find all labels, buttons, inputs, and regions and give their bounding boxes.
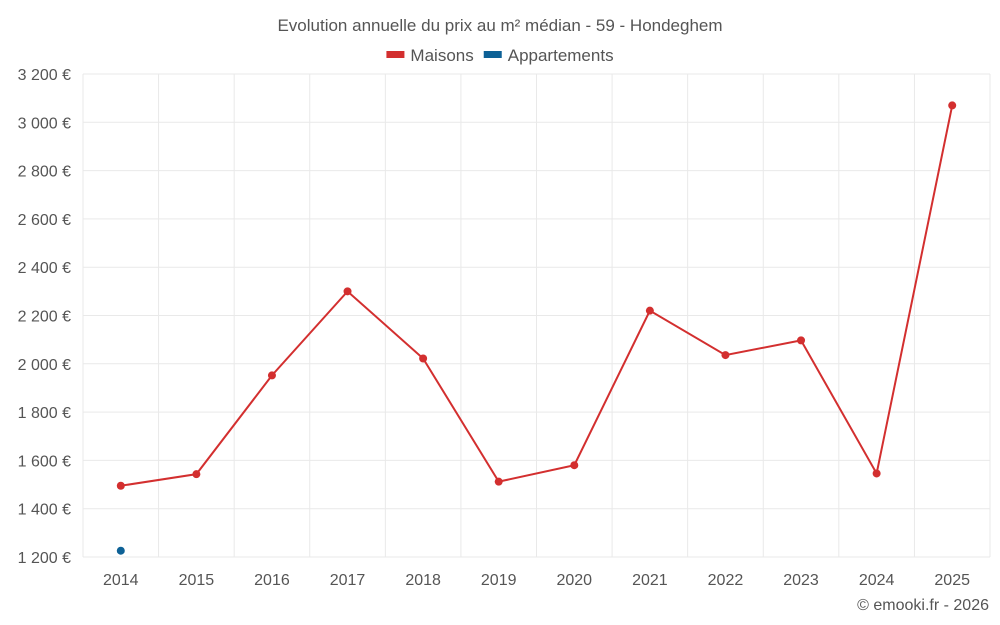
x-tick-label: 2019 <box>481 572 517 589</box>
data-point <box>116 481 125 490</box>
series-maisons <box>116 101 957 490</box>
y-tick-label: 1 400 € <box>18 502 71 519</box>
legend-label: Maisons <box>410 46 473 65</box>
x-tick-label: 2025 <box>934 572 970 589</box>
chart-title: Evolution annuelle du prix au m² médian … <box>277 16 722 35</box>
legend-swatch <box>386 51 405 58</box>
data-point <box>948 101 957 110</box>
data-point <box>192 470 201 479</box>
x-tick-label: 2016 <box>254 572 290 589</box>
credit-text: © emooki.fr - 2026 <box>857 597 989 614</box>
series-layer <box>116 101 957 555</box>
legend: Maisons Appartements <box>386 46 614 65</box>
y-tick-label: 2 200 € <box>18 309 71 326</box>
y-tick-label: 3 000 € <box>18 115 71 132</box>
data-point <box>797 336 806 345</box>
x-tick-label: 2022 <box>708 572 744 589</box>
y-tick-label: 1 200 € <box>18 550 71 567</box>
grid <box>82 73 991 558</box>
data-point <box>419 354 428 363</box>
data-point <box>343 287 352 296</box>
data-point <box>116 546 125 555</box>
y-tick-label: 1 800 € <box>18 405 71 422</box>
x-tick-label: 2020 <box>556 572 592 589</box>
y-tick-label: 3 200 € <box>18 67 71 84</box>
series-appartements <box>116 546 125 555</box>
x-tick-label: 2023 <box>783 572 819 589</box>
x-tick-label: 2024 <box>859 572 895 589</box>
data-point <box>645 306 654 315</box>
legend-label: Appartements <box>508 46 614 65</box>
y-tick-label: 1 600 € <box>18 453 71 470</box>
y-tick-label: 2 600 € <box>18 212 71 229</box>
y-tick-label: 2 800 € <box>18 164 71 181</box>
data-point <box>494 477 503 486</box>
data-point <box>721 351 730 360</box>
x-tick-label: 2015 <box>179 572 215 589</box>
data-point <box>872 469 881 478</box>
x-tick-label: 2017 <box>330 572 366 589</box>
x-tick-label: 2014 <box>103 572 139 589</box>
legend-swatch <box>483 51 502 58</box>
series-line <box>120 105 954 487</box>
data-point <box>570 461 579 470</box>
x-tick-label: 2018 <box>405 572 441 589</box>
x-axis: 2014 2015 2016 2017 2018 2019 2020 2021 2022 2023… <box>103 572 970 589</box>
x-tick-label: 2021 <box>632 572 668 589</box>
y-tick-label: 2 000 € <box>18 357 71 374</box>
y-axis: 1 200 € 1 400 € 1 600 € 1 800 € 2 000 € 2 200… <box>18 67 71 567</box>
y-tick-label: 2 400 € <box>18 260 71 277</box>
data-point <box>267 371 276 380</box>
